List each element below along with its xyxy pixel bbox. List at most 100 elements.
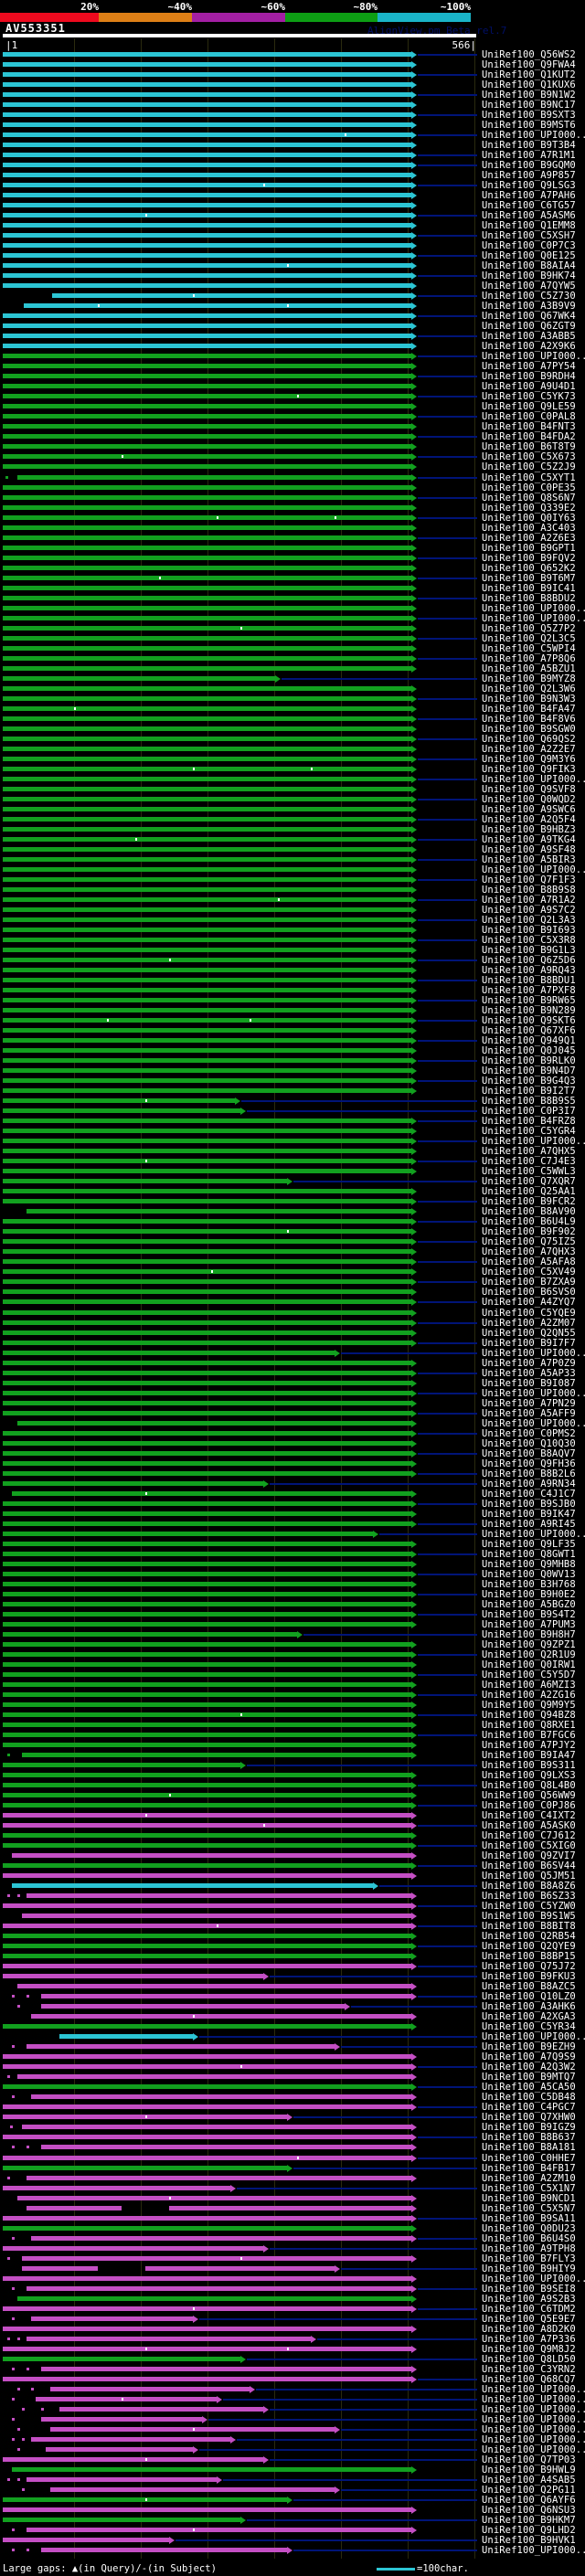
alignment-bar[interactable] xyxy=(3,364,412,368)
alignment-bar[interactable] xyxy=(3,1582,412,1586)
alignment-bar[interactable] xyxy=(31,2236,412,2241)
hit-id[interactable]: UniRef100_B9SGW0 xyxy=(482,724,576,735)
alignment-bar[interactable] xyxy=(144,2266,335,2271)
alignment-bar[interactable] xyxy=(3,223,412,228)
hit-id[interactable]: UniRef100_Q949Q1 xyxy=(482,1035,576,1046)
alignment-bar[interactable] xyxy=(3,938,412,942)
alignment-bar[interactable] xyxy=(3,434,412,439)
hit-id[interactable]: UniRef100_Q1KUX6 xyxy=(482,80,576,90)
alignment-bar[interactable] xyxy=(3,1562,412,1566)
hit-id[interactable]: UniRef100_UPI000.. xyxy=(482,2444,585,2455)
hit-id[interactable]: UniRef100_A5AFF9 xyxy=(482,1408,576,1419)
alignment-bar[interactable] xyxy=(3,313,412,318)
alignment-bar[interactable] xyxy=(3,1863,412,1868)
alignment-bar[interactable] xyxy=(3,334,412,338)
hit-id[interactable]: UniRef100_B8BDU2 xyxy=(482,593,576,604)
alignment-bar[interactable] xyxy=(26,1209,412,1214)
alignment-bar[interactable] xyxy=(3,1552,412,1556)
alignment-bar[interactable] xyxy=(3,556,412,560)
alignment-bar[interactable] xyxy=(49,2427,335,2432)
hit-id[interactable]: UniRef100_A7PUM3 xyxy=(482,1619,576,1630)
alignment-bar[interactable] xyxy=(3,857,412,862)
alignment-bar[interactable] xyxy=(3,495,412,500)
hit-id[interactable]: UniRef100_UPI000.. xyxy=(482,2414,585,2425)
alignment-bar[interactable] xyxy=(3,515,412,520)
hit-id[interactable]: UniRef100_Q5E9E7 xyxy=(482,2314,576,2325)
hit-id[interactable]: UniRef100_C5WWL3 xyxy=(482,1166,576,1177)
hit-id[interactable]: UniRef100_B8BDU1 xyxy=(482,975,576,986)
alignment-bar[interactable] xyxy=(59,2407,264,2412)
hit-id[interactable]: UniRef100_C5YZW0 xyxy=(482,1901,576,1912)
alignment-bar[interactable] xyxy=(3,968,412,972)
alignment-bar[interactable] xyxy=(3,1612,412,1617)
hit-id[interactable]: UniRef100_Q9FWA4 xyxy=(482,59,576,70)
hit-id[interactable]: UniRef100_C5WPI4 xyxy=(482,643,576,654)
alignment-bar[interactable] xyxy=(3,646,412,651)
alignment-bar[interactable] xyxy=(3,173,412,177)
alignment-bar[interactable] xyxy=(3,1934,412,1938)
alignment-bar[interactable] xyxy=(3,1823,412,1828)
alignment-bar[interactable] xyxy=(3,1229,412,1234)
alignment-bar[interactable] xyxy=(3,1098,236,1103)
hit-id[interactable]: UniRef100_UPI000.. xyxy=(482,2424,585,2435)
hit-id[interactable]: UniRef100_B9SJB0 xyxy=(482,1499,576,1510)
alignment-bar[interactable] xyxy=(3,1672,412,1677)
hit-id[interactable]: UniRef100_C5YK73 xyxy=(482,391,576,402)
hit-id[interactable]: UniRef100_A9TKG4 xyxy=(482,834,576,845)
hit-id[interactable]: UniRef100_C5Z2J9 xyxy=(482,461,576,472)
hit-id[interactable]: UniRef100_C0HHE7 xyxy=(482,2153,576,2164)
alignment-bar[interactable] xyxy=(40,2145,412,2149)
alignment-bar[interactable] xyxy=(3,696,412,701)
hit-id[interactable]: UniRef100_Q7F1F3 xyxy=(482,875,576,885)
alignment-bar[interactable] xyxy=(26,2176,412,2180)
alignment-bar[interactable] xyxy=(3,1873,412,1878)
hit-id[interactable]: UniRef100_A5AFA8 xyxy=(482,1256,576,1267)
hit-id[interactable]: UniRef100_Q9FH36 xyxy=(482,1458,576,1469)
hit-id[interactable]: UniRef100_A3B9V9 xyxy=(482,301,576,312)
hit-id[interactable]: UniRef100_B8B2L6 xyxy=(482,1468,576,1479)
hit-id[interactable]: UniRef100_Q9M9Y5 xyxy=(482,1700,576,1711)
hit-id[interactable]: UniRef100_A9U4D1 xyxy=(482,381,576,392)
hit-id[interactable]: UniRef100_B9G4Q3 xyxy=(482,1076,576,1087)
hit-id[interactable]: UniRef100_B3H768 xyxy=(482,1579,576,1590)
alignment-bar[interactable] xyxy=(21,1913,412,1918)
alignment-segment[interactable] xyxy=(26,2206,122,2210)
hit-id[interactable]: UniRef100_A7PXF8 xyxy=(482,985,576,996)
alignment-bar[interactable] xyxy=(3,767,412,771)
hit-id[interactable]: UniRef100_B9S1W5 xyxy=(482,1911,576,1922)
alignment-bar[interactable] xyxy=(3,928,412,932)
alignment-bar[interactable] xyxy=(49,2487,335,2492)
alignment-bar[interactable] xyxy=(40,2548,288,2552)
alignment-bar[interactable] xyxy=(3,464,412,469)
hit-id[interactable]: UniRef100_Q8S6N7 xyxy=(482,493,576,504)
alignment-bar[interactable] xyxy=(59,2034,193,2039)
hit-id[interactable]: UniRef100_Q8L4B0 xyxy=(482,1780,576,1791)
alignment-bar[interactable] xyxy=(3,2166,288,2170)
alignment-bar[interactable] xyxy=(3,535,412,540)
alignment-bar[interactable] xyxy=(3,52,412,57)
hit-id[interactable]: UniRef100_UPI000.. xyxy=(482,2274,585,2284)
alignment-bar[interactable] xyxy=(3,1763,240,1767)
alignment-bar[interactable] xyxy=(3,747,412,751)
alignment-bar[interactable] xyxy=(3,2347,412,2351)
hit-id[interactable]: UniRef100_Q68CQ7 xyxy=(482,2374,576,2385)
hit-id[interactable]: UniRef100_B9HWL9 xyxy=(482,2465,576,2475)
hit-id[interactable]: UniRef100_A3AHK6 xyxy=(482,2001,576,2012)
alignment-bar[interactable] xyxy=(3,1733,412,1737)
hit-id[interactable]: UniRef100_A7Q9S9 xyxy=(482,2051,576,2062)
hit-id[interactable]: UniRef100_Q7TP03 xyxy=(482,2454,576,2465)
hit-id[interactable]: UniRef100_A7R1M1 xyxy=(482,150,576,161)
hit-id[interactable]: UniRef100_A9RQ43 xyxy=(482,965,576,976)
hit-id[interactable]: UniRef100_Q5Z7P2 xyxy=(482,623,576,634)
hit-id[interactable]: UniRef100_UPI000.. xyxy=(482,1418,585,1429)
alignment-bar[interactable] xyxy=(3,1682,412,1687)
hit-id[interactable]: UniRef100_A2ZM10 xyxy=(482,2173,576,2184)
hit-id[interactable]: UniRef100_Q2R1U9 xyxy=(482,1649,576,1660)
alignment-bar[interactable] xyxy=(3,1773,412,1777)
alignment-bar[interactable] xyxy=(3,153,412,157)
hit-id[interactable]: UniRef100_A7PJY2 xyxy=(482,1740,576,1751)
hit-id[interactable]: UniRef100_B7ZXA9 xyxy=(482,1277,576,1288)
alignment-bar[interactable] xyxy=(3,1320,412,1325)
alignment-bar[interactable] xyxy=(3,1249,412,1254)
hit-id[interactable]: UniRef100_UPI000.. xyxy=(482,2384,585,2395)
